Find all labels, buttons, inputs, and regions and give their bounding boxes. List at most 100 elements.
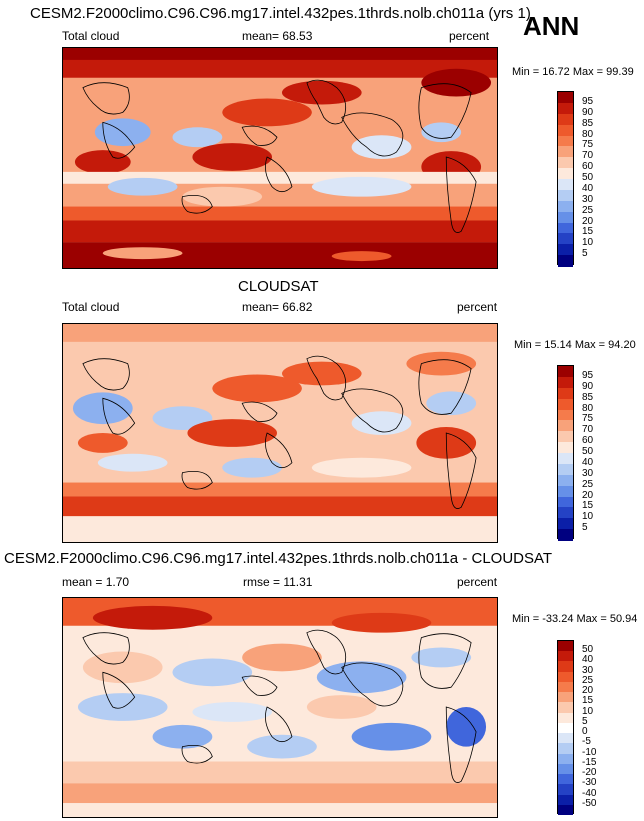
colorbar-segment [558, 113, 573, 126]
panel2-units-label: percent [457, 300, 498, 314]
colorbar-segment [558, 463, 573, 476]
panel3-units-label: percent [457, 575, 498, 589]
season-label: ANN [523, 11, 580, 41]
colorbar-tick-label: 85 [582, 391, 594, 403]
colorbar-segment [558, 92, 573, 104]
colorbar-tick-label: 90 [582, 106, 594, 118]
panel2-colorbar [557, 365, 574, 541]
panel3-map [62, 597, 498, 818]
colorbar-tick-label: 5 [582, 248, 588, 260]
colorbar-tick-label: 80 [582, 402, 594, 414]
colorbar-segment [558, 376, 573, 389]
colorbar-tick-label: 70 [582, 150, 594, 162]
panel3-heading: CESM2.F2000climo.C96.C96.mg17.intel.432p… [4, 550, 553, 567]
colorbar-tick-label: 90 [582, 380, 594, 392]
panel2-minmax: Min = 15.14 Max = 94.20 [514, 339, 636, 351]
colorbar-tick-label: 5 [582, 715, 588, 727]
colorbar-tick-label: 15 [582, 226, 594, 238]
colorbar-segment [558, 409, 573, 421]
colorbar-tick-label: 80 [582, 128, 594, 140]
colorbar-tick-label: 50 [582, 172, 594, 183]
colorbar-segment [558, 496, 573, 508]
colorbar-tick-label: 50 [582, 644, 594, 656]
colorbar-segment [558, 211, 573, 223]
colorbar-tick-label: 70 [582, 424, 594, 436]
colorbar-segment [558, 431, 573, 443]
colorbar-segment [558, 442, 573, 454]
colorbar-tick-label: -15 [582, 756, 597, 768]
panel2-mean-label: mean= 66.82 [242, 300, 313, 314]
colorbar-segment [558, 222, 573, 234]
colorbar-segment [558, 702, 573, 714]
panel1-units-label: percent [449, 29, 490, 43]
panel1-mean-label: mean= 68.53 [242, 29, 313, 43]
colorbar-segment [558, 255, 573, 267]
panel3-colorbar [557, 640, 574, 816]
colorbar-segment [558, 398, 573, 410]
colorbar-tick-label: -20 [582, 767, 597, 779]
colorbar-segment [558, 485, 573, 497]
colorbar-segment [558, 753, 573, 765]
panel3-mean-label: mean = 1.70 [62, 575, 130, 589]
colorbar-tick-label: 50 [582, 446, 594, 457]
colorbar-tick-label: -10 [582, 746, 597, 758]
colorbar-tick-label: 10 [582, 237, 594, 249]
colorbar-tick-label: 20 [582, 215, 594, 227]
colorbar-segment [558, 712, 573, 724]
colorbar-segment [558, 681, 573, 693]
colorbar-tick-label: 85 [582, 117, 594, 129]
colorbar-segment [558, 189, 573, 202]
colorbar-segment [558, 453, 573, 465]
colorbar-segment [558, 366, 573, 378]
colorbar-segment [558, 179, 573, 191]
colorbar-segment [558, 102, 573, 115]
colorbar-tick-label: 5 [582, 522, 588, 534]
colorbar-segment [558, 420, 573, 432]
colorbar-tick-label: 10 [582, 511, 594, 523]
colorbar-segment [558, 671, 573, 683]
panel3-rmse-label: rmse = 11.31 [243, 575, 313, 589]
colorbar-segment [558, 507, 573, 519]
colorbar-tick-label: 40 [582, 654, 594, 666]
panel1-colorbar [557, 91, 574, 267]
colorbar-segment [558, 387, 573, 400]
colorbar-segment [558, 529, 573, 541]
panel1-minmax: Min = 16.72 Max = 99.39 [512, 66, 634, 78]
colorbar-segment [558, 233, 573, 245]
colorbar-tick-label: 40 [582, 182, 594, 194]
colorbar-tick-label: 25 [582, 674, 594, 686]
colorbar-tick-label: 20 [582, 489, 594, 501]
colorbar-segment [558, 474, 573, 487]
colorbar-segment [558, 774, 573, 785]
colorbar-segment [558, 784, 573, 796]
colorbar-segment [558, 763, 573, 775]
colorbar-tick-label: 60 [582, 435, 594, 447]
colorbar-segment [558, 146, 573, 158]
panel2-variable-label: Total cloud [62, 300, 120, 314]
colorbar-tick-label: -50 [582, 797, 597, 809]
panel3-minmax: Min = -33.24 Max = 50.94 [512, 613, 638, 625]
colorbar-tick-label: 25 [582, 204, 594, 216]
colorbar-segment [558, 157, 573, 169]
colorbar-tick-label: 60 [582, 161, 594, 173]
colorbar-segment [558, 200, 573, 213]
colorbar-tick-label: 30 [582, 193, 594, 205]
colorbar-segment [558, 135, 573, 147]
colorbar-tick-label: 40 [582, 456, 594, 468]
panel1-variable-label: Total cloud [62, 29, 120, 43]
panel2-heading: CLOUDSAT [238, 278, 319, 295]
colorbar-tick-label: 20 [582, 685, 594, 697]
colorbar-segment [558, 722, 573, 734]
colorbar-tick-label: -5 [582, 736, 591, 748]
colorbar-segment [558, 124, 573, 136]
colorbar-tick-label: 0 [582, 726, 588, 738]
colorbar-tick-label: 95 [582, 95, 594, 107]
colorbar-segment [558, 651, 573, 662]
colorbar-tick-label: -30 [582, 777, 597, 789]
colorbar-segment [558, 518, 573, 530]
panel1-map [62, 47, 498, 269]
colorbar-segment [558, 692, 573, 703]
colorbar-segment [558, 244, 573, 256]
panel2-map [62, 323, 498, 543]
panel1-heading: CESM2.F2000climo.C96.C96.mg17.intel.432p… [30, 5, 531, 22]
